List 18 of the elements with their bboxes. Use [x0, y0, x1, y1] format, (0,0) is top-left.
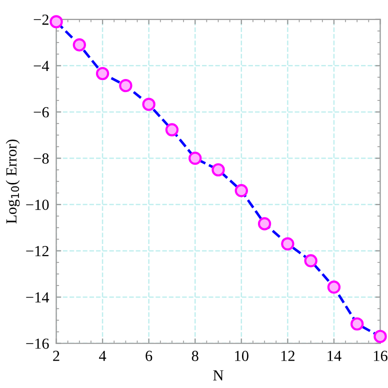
y-tick-label: −6 — [34, 107, 49, 118]
x-tick-label: 16 — [374, 350, 388, 362]
x-tick-label: 6 — [146, 350, 152, 362]
y-tick-label: −16 — [26, 338, 49, 349]
y-tick-label: −14 — [26, 292, 50, 302]
x-axis-title: N — [213, 370, 224, 380]
x-tick-label: 12 — [281, 350, 294, 361]
y-tick-label: −8 — [34, 153, 49, 164]
x-tick-label: 14 — [328, 350, 342, 361]
y-tick-label: −4 — [34, 60, 50, 71]
y-tick-label: −12 — [26, 246, 48, 256]
x-tick-label: 4 — [99, 350, 106, 361]
x-tick-label: 8 — [192, 350, 198, 362]
y-tick-label: −2 — [34, 14, 48, 25]
x-tick-label: 10 — [235, 350, 248, 362]
y-tick-label: −10 — [26, 200, 49, 210]
y-axis-title: Log$_{10}$( Error) — [6, 140, 20, 224]
x-tick-label: 2 — [53, 350, 60, 361]
